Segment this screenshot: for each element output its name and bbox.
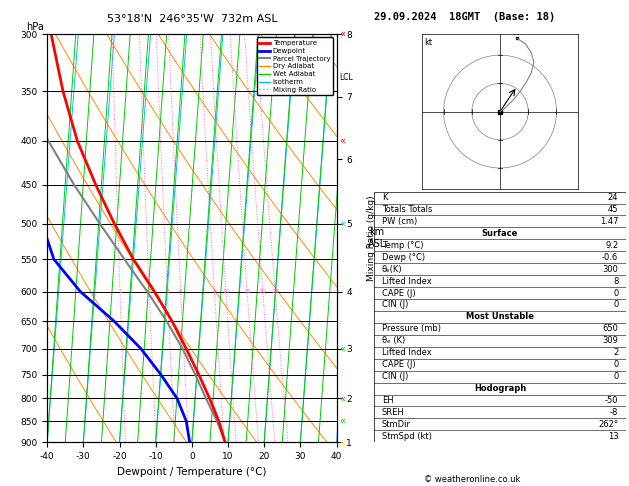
Text: 53°18'N  246°35'W  732m ASL: 53°18'N 246°35'W 732m ASL — [106, 14, 277, 24]
Text: 8: 8 — [213, 289, 216, 294]
X-axis label: Dewpoint / Temperature (°C): Dewpoint / Temperature (°C) — [117, 467, 267, 477]
Text: 2: 2 — [147, 289, 151, 294]
Text: 1: 1 — [118, 289, 122, 294]
Text: θₑ(K): θₑ(K) — [382, 265, 403, 274]
Text: StmDir: StmDir — [382, 420, 411, 429]
Text: «: « — [340, 344, 346, 354]
Text: 0: 0 — [613, 300, 618, 310]
Text: 309: 309 — [603, 336, 618, 345]
Text: 4: 4 — [179, 289, 182, 294]
Text: 24: 24 — [608, 193, 618, 202]
Text: 2: 2 — [613, 348, 618, 357]
Text: Pressure (mb): Pressure (mb) — [382, 324, 441, 333]
Text: 13: 13 — [608, 432, 618, 441]
Text: LCL: LCL — [340, 73, 353, 82]
Text: Mixing Ratio (g/kg): Mixing Ratio (g/kg) — [367, 195, 376, 281]
Text: 45: 45 — [608, 205, 618, 214]
Text: 15: 15 — [243, 289, 251, 294]
Text: -8: -8 — [610, 408, 618, 417]
Text: «: « — [340, 29, 346, 39]
Text: 650: 650 — [603, 324, 618, 333]
Text: 0: 0 — [613, 372, 618, 381]
Text: «: « — [340, 136, 346, 146]
Text: -50: -50 — [605, 396, 618, 405]
Text: 9.2: 9.2 — [605, 241, 618, 250]
Text: kt: kt — [424, 38, 432, 47]
Text: Surface: Surface — [482, 229, 518, 238]
Text: 10: 10 — [222, 289, 230, 294]
Text: Lifted Index: Lifted Index — [382, 277, 431, 286]
Text: 25: 25 — [271, 289, 279, 294]
Text: CAPE (J): CAPE (J) — [382, 360, 415, 369]
Text: StmSpd (kt): StmSpd (kt) — [382, 432, 431, 441]
Text: PW (cm): PW (cm) — [382, 217, 417, 226]
Text: «: « — [340, 219, 346, 229]
Text: Lifted Index: Lifted Index — [382, 348, 431, 357]
Text: 0: 0 — [613, 289, 618, 297]
Text: «: « — [340, 416, 346, 426]
Text: CIN (J): CIN (J) — [382, 300, 408, 310]
Text: «: « — [340, 394, 346, 403]
Text: Dewp (°C): Dewp (°C) — [382, 253, 425, 262]
Y-axis label: km
ASL: km ASL — [368, 227, 386, 249]
Text: 20: 20 — [259, 289, 267, 294]
Text: Totals Totals: Totals Totals — [382, 205, 432, 214]
Text: 0: 0 — [613, 360, 618, 369]
Text: 3: 3 — [165, 289, 169, 294]
Text: Hodograph: Hodograph — [474, 384, 526, 393]
Text: 1.47: 1.47 — [600, 217, 618, 226]
Text: © weatheronline.co.uk: © weatheronline.co.uk — [423, 474, 520, 484]
Text: 29.09.2024  18GMT  (Base: 18): 29.09.2024 18GMT (Base: 18) — [374, 12, 555, 22]
Legend: Temperature, Dewpoint, Parcel Trajectory, Dry Adiabat, Wet Adiabat, Isotherm, Mi: Temperature, Dewpoint, Parcel Trajectory… — [257, 37, 333, 95]
Text: CAPE (J): CAPE (J) — [382, 289, 415, 297]
Text: CIN (J): CIN (J) — [382, 372, 408, 381]
Text: Most Unstable: Most Unstable — [466, 312, 534, 321]
Text: θₑ (K): θₑ (K) — [382, 336, 405, 345]
Text: EH: EH — [382, 396, 393, 405]
Text: «: « — [340, 437, 346, 447]
Text: 300: 300 — [603, 265, 618, 274]
Text: SREH: SREH — [382, 408, 404, 417]
Text: Temp (°C): Temp (°C) — [382, 241, 423, 250]
Text: K: K — [382, 193, 387, 202]
Text: 262°: 262° — [598, 420, 618, 429]
Text: hPa: hPa — [26, 21, 44, 32]
Text: 8: 8 — [613, 277, 618, 286]
Text: -0.6: -0.6 — [602, 253, 618, 262]
